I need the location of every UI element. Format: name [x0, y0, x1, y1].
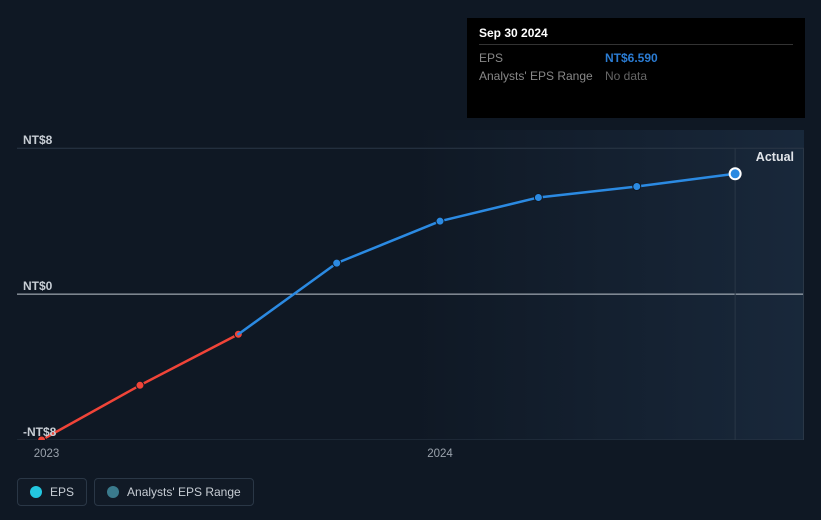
chart-legend: EPS Analysts' EPS Range — [17, 478, 254, 506]
tooltip-row-label: Analysts' EPS Range — [479, 67, 597, 85]
chart-tooltip: Sep 30 2024 EPSNT$6.590Analysts' EPS Ran… — [467, 18, 805, 118]
x-tick-label: 2023 — [34, 448, 60, 460]
tooltip-row-value: No data — [605, 67, 647, 85]
y-tick-label: -NT$8 — [23, 425, 56, 439]
legend-swatch — [30, 486, 42, 498]
legend-label: Analysts' EPS Range — [127, 485, 241, 499]
tooltip-row-label: EPS — [479, 49, 597, 67]
y-tick-label: NT$0 — [23, 279, 52, 293]
y-tick-label: NT$8 — [23, 133, 52, 147]
tooltip-row: Analysts' EPS Range No data — [479, 67, 793, 85]
tooltip-row-value: NT$6.590 — [605, 49, 658, 67]
legend-label: EPS — [50, 485, 74, 499]
tooltip-row: EPS NT$6.590 — [479, 49, 793, 67]
legend-analysts-range[interactable]: Analysts' EPS Range — [94, 478, 254, 506]
x-tick-label: 2024 — [427, 448, 453, 460]
legend-swatch — [107, 486, 119, 498]
eps-chart[interactable]: Actual NT$8NT$0-NT$8 20232024 — [17, 130, 804, 440]
legend-eps[interactable]: EPS — [17, 478, 87, 506]
actual-label: Actual — [756, 150, 794, 164]
chart-plot — [17, 130, 804, 440]
tooltip-date: Sep 30 2024 — [479, 26, 793, 45]
